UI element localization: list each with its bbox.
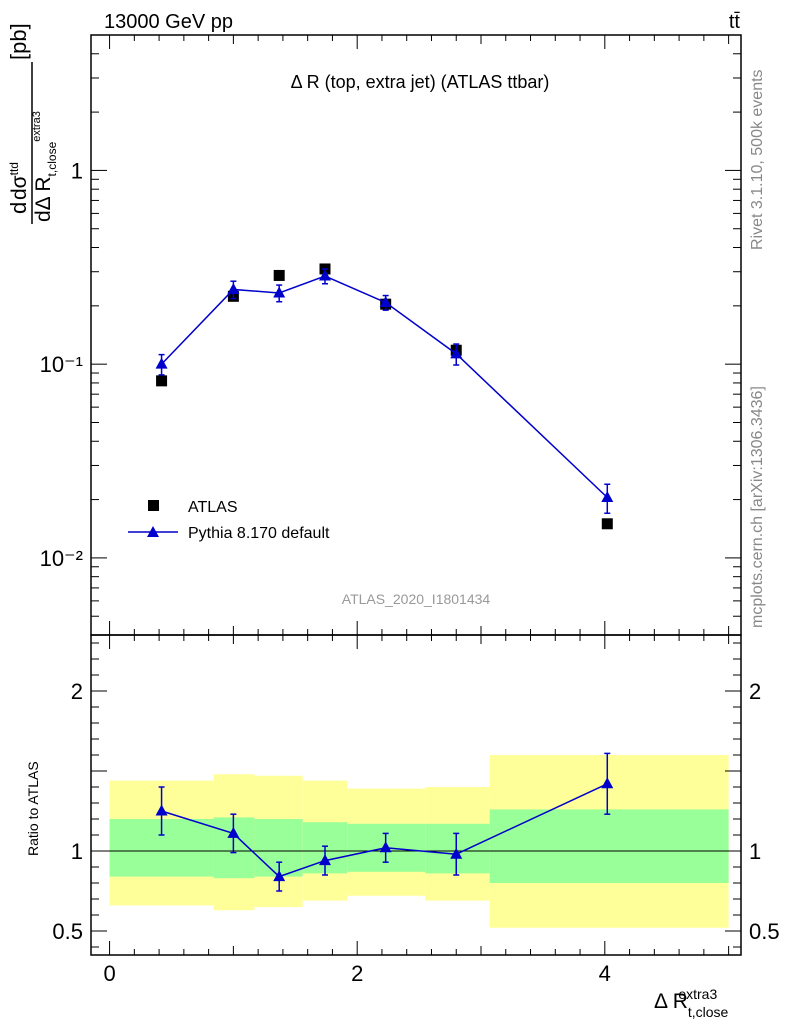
ratio-band-inner-5 <box>425 823 490 874</box>
ratio-pythia-point <box>319 854 331 866</box>
svg-text:dΔ Rt,closeextra3: dΔ Rt,closeextra3 <box>31 111 59 222</box>
pythia-point <box>227 282 240 294</box>
rivet-label: Rivet 3.1.10, 500k events <box>749 69 766 250</box>
ratio-y-tick-label-right: 0.5 <box>749 919 780 944</box>
atlas-point <box>156 375 168 387</box>
main-y-tick-label: 10⁻² <box>40 546 83 571</box>
main-frame <box>90 34 742 636</box>
atlas-point <box>273 269 285 281</box>
legend-marker-atlas <box>148 500 159 511</box>
ratio-pythia-point <box>601 777 614 789</box>
pythia-point <box>155 357 168 369</box>
ratio-pythia-point <box>155 804 168 816</box>
main-y-tick-label: 1 <box>71 158 83 183</box>
main-y-axis-label: d dσttd dΔ Rt,closeextra3 [pb] <box>6 23 59 224</box>
ratio-y-tick-label: 1 <box>71 839 83 864</box>
pythia-point <box>273 286 286 298</box>
legend-label-atlas: ATLAS <box>188 499 238 516</box>
x-tick-label: 0 <box>103 961 115 986</box>
svg-text:[pb]: [pb] <box>6 23 31 60</box>
svg-text:d: d <box>6 202 31 214</box>
x-axis-label: Δ Rt,closeextra3 <box>654 986 729 1020</box>
chart-title: Δ R (top, extra jet) (ATLAS ttbar) <box>291 72 550 92</box>
ratio-y-tick-label: 0.5 <box>52 919 83 944</box>
ratio-pythia-point <box>379 841 392 853</box>
ratio-band-inner-6 <box>489 809 729 883</box>
ratio-y-tick-label-right: 1 <box>749 839 761 864</box>
pythia-point <box>450 347 463 359</box>
analysis-id: ATLAS_2020_I1801434 <box>342 591 491 607</box>
svg-text:dσttd: dσttd <box>7 162 31 200</box>
ratio-pythia-point <box>450 847 463 859</box>
energy-label: 13000 GeV pp <box>104 11 233 33</box>
pythia-point <box>601 491 614 503</box>
atlas-point <box>601 518 613 530</box>
ratio-y-axis-label: Ratio to ATLAS <box>25 761 41 856</box>
process-label: tt̄ <box>729 11 741 33</box>
x-tick-label: 2 <box>351 961 363 986</box>
ratio-frame <box>90 634 742 956</box>
pythia-point <box>319 269 331 281</box>
legend-marker-pythia <box>147 526 159 537</box>
legend-label-pythia: Pythia 8.170 default <box>188 525 330 542</box>
ratio-panel: 0 2 4 2 2 1 1 0.5 0.5 <box>52 634 780 986</box>
ratio-y-tick-label: 2 <box>71 679 83 704</box>
main-y-tick-label: 10⁻¹ <box>40 352 83 377</box>
pythia-point <box>379 296 392 308</box>
legend: ATLAS Pythia 8.170 default <box>128 499 330 542</box>
x-tick-label: 4 <box>599 961 611 986</box>
ratio-pythia-point <box>273 870 286 882</box>
mcplots-label: mcplots.cern.ch [arXiv:1306.3436] <box>749 386 766 628</box>
ratio-pythia-point <box>227 826 240 838</box>
main-panel: 1 10⁻¹ 10⁻² <box>40 34 742 636</box>
ratio-y-tick-label-right: 2 <box>749 679 761 704</box>
